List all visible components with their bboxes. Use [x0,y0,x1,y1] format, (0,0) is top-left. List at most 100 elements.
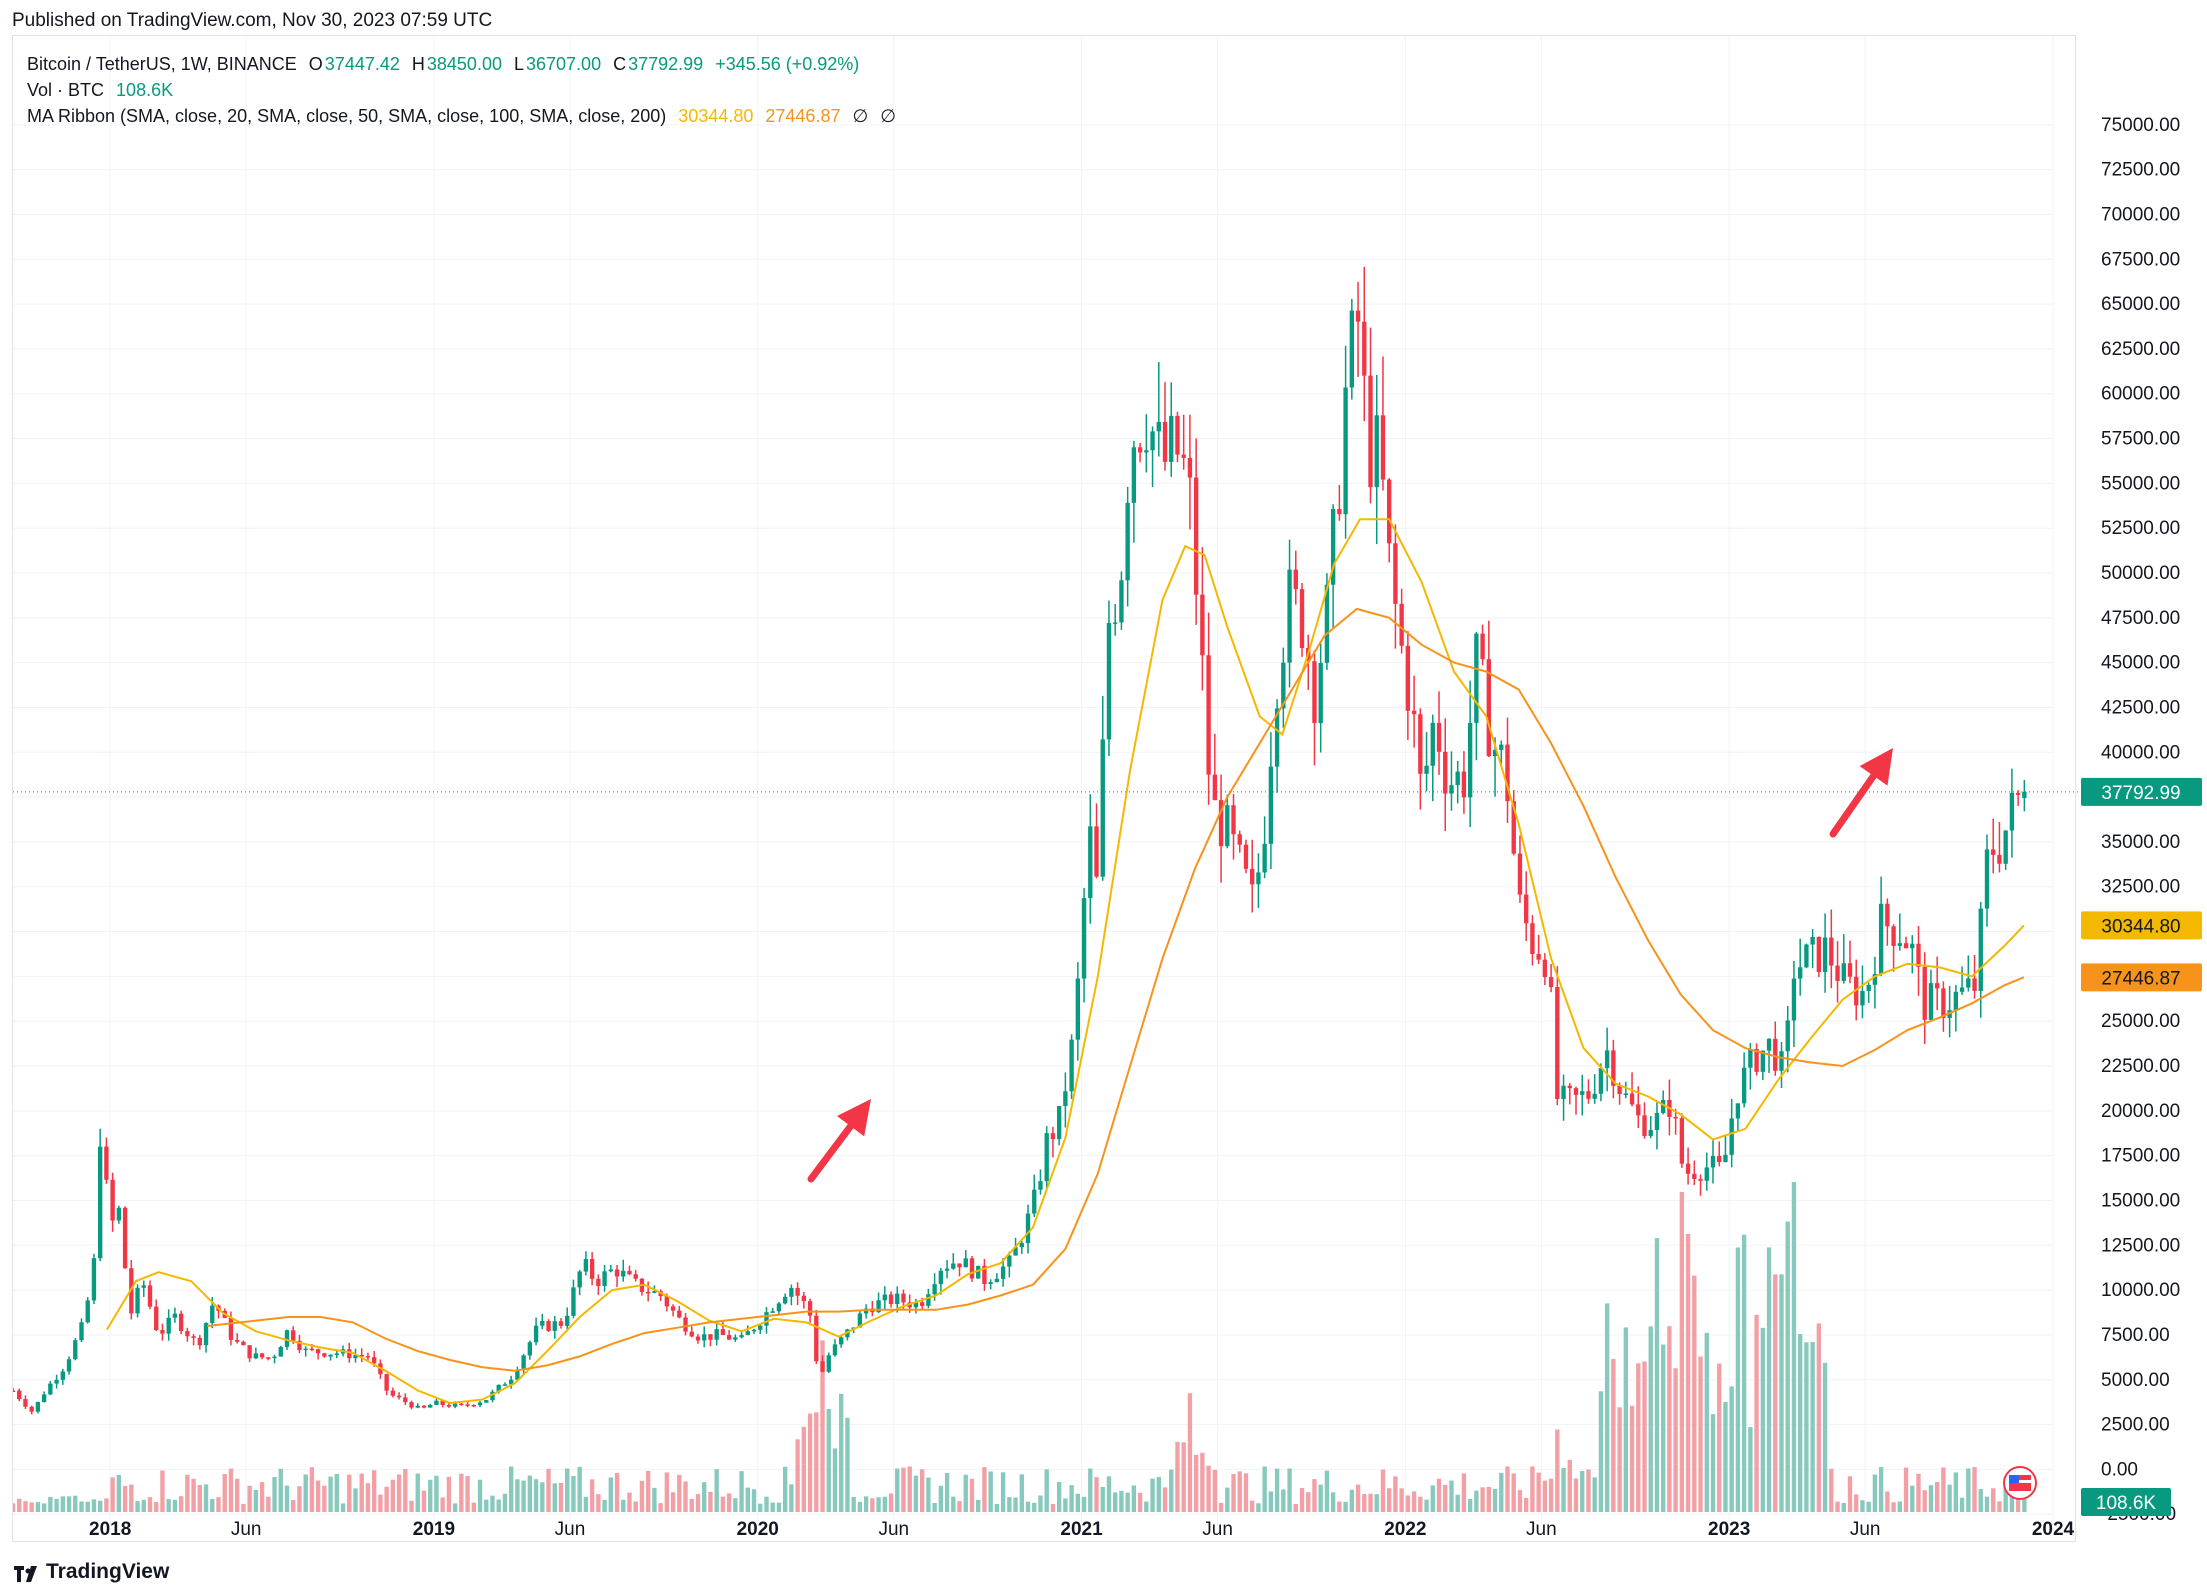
volume-bar [1094,1477,1099,1512]
volume-bar [857,1501,863,1512]
candle-body [110,1179,115,1221]
candle-body [1505,744,1510,802]
x-tick-label: Jun [231,1519,262,1540]
candle-body [1984,849,1990,909]
candle-body [54,1379,59,1384]
candle-body [1773,1038,1778,1071]
x-tick-label: 2018 [89,1519,131,1540]
candle-body [1368,375,1373,488]
volume-bar [79,1501,84,1512]
volume-bar [596,1494,601,1512]
candle-body [1411,710,1417,715]
volume-bar [1480,1487,1485,1512]
volume-bar [484,1499,489,1512]
candle-body [1517,853,1523,895]
candle-body [1225,805,1230,847]
volume-bar [409,1500,414,1512]
volume-bar [471,1502,476,1512]
candle-body [1847,963,1853,977]
legend-close-label: C [613,54,627,74]
candle-body [1405,645,1411,711]
candle-body [66,1359,72,1372]
volume-bar [839,1393,844,1512]
volume-bar [490,1495,495,1512]
volume-bar [1293,1503,1298,1512]
candle-body [589,1258,595,1279]
candle-body [98,1146,103,1259]
candle-body [751,1329,757,1332]
candle-body [1287,569,1292,663]
volume-bar [73,1495,78,1512]
x-tick-label: 2023 [1708,1519,1750,1540]
volume-bar [1586,1469,1591,1512]
candle-body [801,1295,807,1302]
volume-bar [1941,1467,1946,1512]
x-tick-label: Jun [555,1519,586,1540]
volume-bar [1274,1468,1280,1512]
volume-bar [1530,1466,1535,1512]
candle-body [197,1337,202,1346]
candle-body [135,1287,140,1314]
candle-body [85,1300,90,1323]
candle-body [1380,415,1386,480]
candle-body [969,1258,975,1279]
y-tick-label: 32500.00 [2101,877,2180,898]
volume-bar [589,1479,595,1512]
candle-body [1548,977,1554,988]
volume-bar [1517,1490,1523,1512]
candle-body [583,1258,589,1272]
volume-bar [1910,1485,1915,1512]
candle-body [141,1285,146,1288]
tradingview-logo-icon [14,1564,40,1582]
volume-bar [1343,1501,1348,1512]
chart-frame[interactable]: 75000.00 72500.00 70000.00 67500.00 65000.00… [12,35,2202,1542]
us-flag-white-stripe-icon [2009,1480,2031,1483]
candle-body [1748,1048,1753,1068]
volume-bar [1169,1469,1174,1512]
candle-body [776,1303,782,1312]
candle-body [558,1321,564,1326]
volume-bar [919,1469,925,1512]
volume-bar [1088,1468,1093,1512]
candle-body [1250,868,1255,885]
candle-body [1966,978,1971,988]
volume-bar [988,1471,993,1512]
volume-bar [527,1475,533,1512]
volume-bar [110,1477,115,1512]
candle-body [919,1302,925,1306]
volume-bar [639,1480,645,1512]
candle-body [446,1404,452,1407]
volume-bar [577,1466,582,1512]
candle-body [1816,936,1822,972]
candle-body [552,1321,557,1331]
candle-body [652,1291,657,1293]
volume-bar [1997,1501,2002,1512]
candle-body [421,1405,427,1408]
volume-bar [434,1475,439,1512]
candle-body [1978,908,1983,991]
volume-bar [708,1491,713,1512]
volume-bar [41,1503,47,1512]
x-tick-label: Jun [1850,1519,1881,1540]
price-chart[interactable]: 75000.00 72500.00 70000.00 67500.00 65000.00… [13,36,2207,1543]
footer-brand[interactable]: TradingView [14,1560,169,1584]
volume-bar [1972,1467,1977,1512]
candle-body [1069,1039,1074,1092]
candle-body [79,1322,84,1341]
candle-body [1735,1103,1741,1119]
legend-vol-label[interactable]: Vol · BTC [27,80,105,100]
candle-body [178,1313,184,1332]
volume-bar [1025,1501,1031,1512]
candle-body [1100,739,1105,877]
candle-body [1387,479,1392,544]
candle-body [1536,953,1541,960]
candle-body [1393,543,1398,604]
volume-bar [1592,1477,1597,1512]
candle-body [1081,898,1087,979]
legend-symbol[interactable]: Bitcoin / TetherUS, 1W, BINANCE [27,54,297,74]
legend-ma-label[interactable]: MA Ribbon (SMA, close, 20, SMA, close, 5… [27,106,667,126]
candle-body [677,1310,682,1318]
candle-body [745,1331,750,1336]
volume-bar [1237,1471,1242,1512]
volume-bar [1474,1490,1479,1512]
